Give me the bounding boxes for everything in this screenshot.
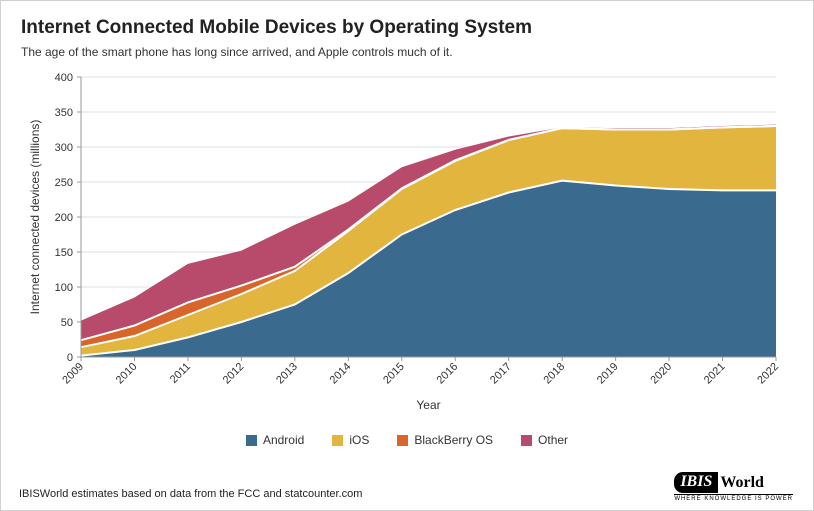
legend-item: Other (521, 433, 568, 447)
svg-text:300: 300 (55, 142, 73, 154)
legend-swatch (521, 435, 532, 446)
svg-text:150: 150 (55, 247, 73, 259)
svg-text:Internet connected devices (mi: Internet connected devices (millions) (28, 120, 42, 315)
svg-text:Year: Year (416, 398, 440, 412)
svg-text:200: 200 (55, 212, 73, 224)
svg-text:0: 0 (67, 352, 73, 364)
chart-area: 0501001502002503003504002009201020112012… (21, 67, 791, 427)
ibisworld-logo: IBIS World WHERE KNOWLEDGE IS POWER (674, 472, 793, 502)
legend-item: Android (246, 433, 304, 447)
legend-item: iOS (332, 433, 369, 447)
svg-text:250: 250 (55, 177, 73, 189)
stacked-area-chart: 0501001502002503003504002009201020112012… (21, 67, 791, 427)
chart-frame: Internet Connected Mobile Devices by Ope… (0, 0, 814, 511)
svg-text:400: 400 (55, 72, 73, 84)
logo-part1: IBIS (674, 472, 718, 493)
legend-item: BlackBerry OS (397, 433, 493, 447)
source-note: IBISWorld estimates based on data from t… (19, 488, 362, 500)
legend-label: Android (263, 433, 304, 447)
logo-part2: World (718, 474, 764, 492)
legend-swatch (397, 435, 408, 446)
svg-text:100: 100 (55, 282, 73, 294)
chart-subtitle: The age of the smart phone has long sinc… (21, 45, 795, 59)
logo-tagline: WHERE KNOWLEDGE IS POWER (674, 494, 793, 502)
legend-label: iOS (349, 433, 369, 447)
legend-swatch (332, 435, 343, 446)
legend-label: BlackBerry OS (414, 433, 493, 447)
chart-legend: Android iOS BlackBerry OS Other (19, 433, 795, 447)
svg-text:50: 50 (61, 317, 73, 329)
chart-title: Internet Connected Mobile Devices by Ope… (21, 17, 795, 39)
legend-label: Other (538, 433, 568, 447)
svg-text:350: 350 (55, 107, 73, 119)
legend-swatch (246, 435, 257, 446)
